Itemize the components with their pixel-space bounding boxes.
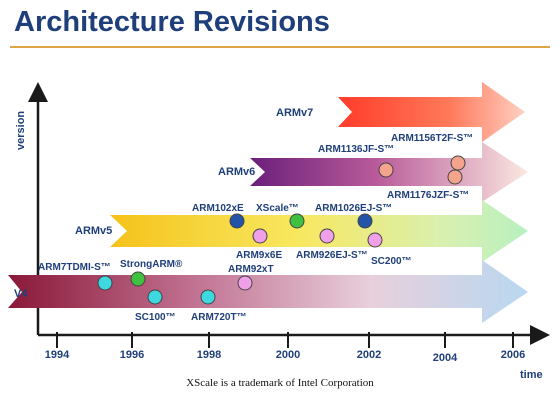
core-dot-arm9x6e[interactable] xyxy=(252,228,268,244)
core-dot-arm1136jf-s[interactable] xyxy=(378,162,394,178)
core-dot-arm7tdmi-s[interactable] xyxy=(97,275,113,291)
core-dot-arm1156t2f-s[interactable] xyxy=(450,155,466,171)
armv5-band xyxy=(110,200,528,262)
core-dot-arm926ej-s[interactable] xyxy=(319,228,335,244)
core-dot-arm92xt[interactable] xyxy=(237,275,253,291)
year-label-2002: 2002 xyxy=(357,349,381,361)
core-label-strongarm: StrongARM® xyxy=(120,259,183,270)
core-dot-arm1026ej-s[interactable] xyxy=(357,213,373,229)
armv5-label: ARMv5 xyxy=(75,225,112,237)
armv7-band xyxy=(338,82,525,142)
core-label-xscale: XScale™ xyxy=(256,203,299,214)
core-dot-sc200[interactable] xyxy=(367,232,383,248)
core-label-sc200: SC200™ xyxy=(371,256,412,267)
year-label-1994: 1994 xyxy=(45,349,70,361)
core-label-sc100: SC100™ xyxy=(135,312,176,323)
armv7-label: ARMv7 xyxy=(276,107,313,119)
core-dot-arm102xe[interactable] xyxy=(229,213,245,229)
core-label-arm1136jf-s: ARM1136JF-S™ xyxy=(318,144,394,155)
page-title: Architecture Revisions xyxy=(14,6,330,38)
title-underline xyxy=(10,46,550,48)
core-label-arm102xe: ARM102xE xyxy=(192,203,244,214)
core-dot-sc100[interactable] xyxy=(147,289,163,305)
core-label-arm926ej-s: ARM926EJ-S™ xyxy=(296,250,368,261)
core-dot-strongarm[interactable] xyxy=(130,271,146,287)
year-label-1998: 1998 xyxy=(197,349,221,361)
trademark-footer: XScale is a trademark of Intel Corporati… xyxy=(186,377,374,389)
core-dot-arm1176jzf-s[interactable] xyxy=(447,169,463,185)
core-label-arm9x6e: ARM9x6E xyxy=(236,250,282,261)
core-dot-xscale[interactable] xyxy=(289,213,305,229)
core-label-arm92xt: ARM92xT xyxy=(228,264,274,275)
core-dot-arm720t[interactable] xyxy=(200,289,216,305)
armv6-label: ARMv6 xyxy=(218,166,255,178)
y-axis-label: version xyxy=(15,111,27,150)
core-label-arm1156t2f-s: ARM1156T2F-S™ xyxy=(391,133,473,144)
core-label-arm1026ej-s: ARM1026EJ-S™ xyxy=(315,203,392,214)
year-label-2004: 2004 xyxy=(433,352,458,364)
core-nodes xyxy=(97,155,466,305)
core-label-arm720t: ARM720T™ xyxy=(191,312,247,323)
v4-label: V4 xyxy=(14,288,28,300)
core-label-arm7tdmi-s: ARM7TDMI-S™ xyxy=(38,262,111,273)
year-label-2000: 2000 xyxy=(276,349,300,361)
year-label-2006: 2006 xyxy=(501,349,525,361)
year-ticks xyxy=(56,332,514,348)
year-labels: 1994 1996 1998 2000 2002 2004 2006 xyxy=(45,349,525,364)
year-label-1996: 1996 xyxy=(120,349,144,361)
core-label-arm1176jzf-s: ARM1176JZF-S™ xyxy=(387,190,469,201)
x-axis-label: time xyxy=(520,369,543,381)
